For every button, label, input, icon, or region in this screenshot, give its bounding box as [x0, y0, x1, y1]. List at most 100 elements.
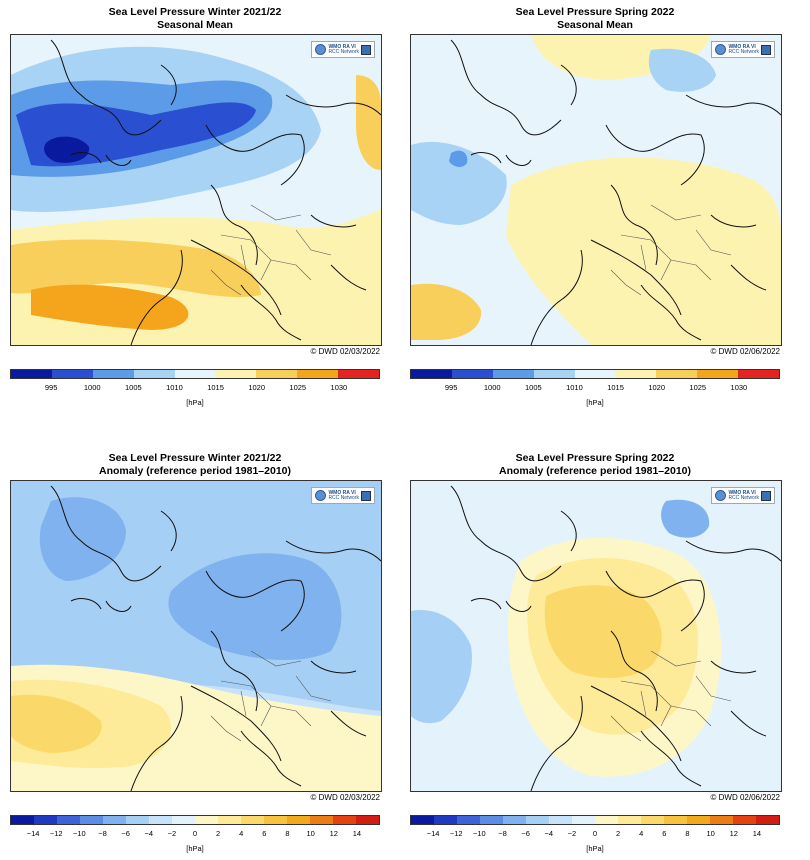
colorbar-swatch [172, 816, 195, 824]
colorbar-swatch [618, 816, 641, 824]
wmo-emblem-icon [715, 490, 727, 501]
colorbar-swatch [756, 816, 779, 824]
colorbar-swatch [533, 370, 575, 378]
colorbar-swatch [549, 816, 572, 824]
colorbar-tick-label: 1030 [730, 383, 748, 392]
colorbar-swatch [11, 816, 34, 824]
country-border [220, 680, 272, 727]
colorbar-tick-label: 1025 [289, 383, 307, 392]
coastline [205, 124, 305, 186]
pressure-contour [449, 150, 468, 167]
coastline [470, 152, 502, 164]
colorbar-swatch [687, 816, 710, 824]
coastline [560, 510, 577, 552]
map-panel-spring-anomaly: Sea Level Pressure Spring 2022 Anomaly (… [400, 452, 782, 853]
colorbar-tick-label: 10 [306, 829, 315, 838]
colorbar-swatch [241, 816, 264, 824]
coastline [730, 264, 767, 291]
colorbar-swatch [738, 370, 780, 378]
colorbar-swatch [338, 370, 380, 378]
coastline [70, 152, 102, 164]
country-border [670, 259, 712, 281]
colorbar-tick-label: −2 [567, 829, 577, 838]
colorbar-tick-label: 2 [216, 829, 221, 838]
colorbar-swatch [80, 816, 103, 824]
coastline [610, 630, 658, 712]
coastline [310, 214, 357, 228]
un-flag-icon [361, 44, 371, 55]
colorbar-tick-label: 1010 [166, 383, 183, 392]
coastline [730, 710, 767, 737]
coastline [210, 630, 258, 712]
colorbar-swatch [297, 370, 339, 378]
colorbar-tick-label: 1010 [566, 383, 583, 392]
colorbar-swatch [92, 370, 134, 378]
colorbar-swatch [57, 816, 80, 824]
coastline [130, 695, 183, 791]
colorbar-tick-label: 1015 [207, 383, 224, 392]
country-border [610, 269, 642, 296]
country-border [620, 680, 672, 727]
colorbar-tick-label: 12 [729, 829, 738, 838]
country-border [695, 675, 732, 702]
colorbar [10, 815, 380, 825]
colorbar-tick-label: 995 [444, 383, 458, 392]
coastline [640, 284, 702, 341]
colorbar-swatch [51, 370, 93, 378]
coastline [505, 154, 532, 166]
colorbar-tick-label: 14 [752, 829, 762, 838]
colorbar-tick-label: 4 [239, 829, 244, 838]
coastline [530, 249, 583, 345]
coastline [640, 730, 702, 787]
colorbar-swatch [133, 370, 175, 378]
coastline [160, 510, 177, 552]
wmo-emblem-icon [315, 490, 327, 501]
coastline [610, 184, 658, 266]
map-area: WMO RA VI RCC Network [10, 34, 382, 346]
colorbar-tick-label: 8 [685, 829, 690, 838]
unit-label: [hPa] [586, 844, 604, 853]
un-flag-icon [761, 490, 771, 501]
coastline [190, 239, 282, 316]
coastline [685, 94, 781, 116]
coastline [205, 570, 305, 632]
colorbar-tick-label: 1020 [248, 383, 265, 392]
map-area: WMO RA VI RCC Network [10, 480, 382, 792]
colorbar-swatch [287, 816, 310, 824]
colorbar-swatch [526, 816, 549, 824]
colorbar-tick-label: −2 [167, 829, 177, 838]
colorbar-tick-label: 0 [592, 829, 598, 838]
country-border [620, 234, 672, 281]
pressure-contour [411, 283, 482, 340]
pressure-contour [44, 136, 90, 163]
coastline [605, 570, 705, 632]
panel-title: Sea Level Pressure Winter 2021/22 Anomal… [98, 452, 291, 477]
colorbar-swatch [356, 816, 379, 824]
colorbar-swatch [411, 370, 452, 378]
colorbar-tick-label: −8 [498, 829, 507, 838]
coastline [285, 540, 381, 562]
country-border [210, 269, 242, 296]
coastline [330, 710, 367, 737]
pressure-contour [11, 239, 261, 298]
colorbar-tick-label: 6 [662, 829, 667, 838]
colorbar-tick-label: 1000 [83, 383, 101, 392]
pressure-contour [506, 157, 781, 345]
wmo-emblem-icon [715, 44, 727, 55]
coastline [685, 540, 781, 562]
map-panel-spring-mean: Sea Level Pressure Spring 2022 Seasonal … [400, 6, 782, 407]
credit-label: © DWD 02/03/2022 [310, 347, 380, 356]
colorbar-ticks: 995 1000 1005 1010 1015 1020 1025 1030 [410, 383, 780, 393]
coastline [450, 39, 562, 136]
colorbar-swatch [664, 816, 687, 824]
colorbar-swatch [310, 816, 333, 824]
panel-title: Sea Level Pressure Spring 2022 Seasonal … [515, 6, 675, 31]
colorbar-tick-label: −12 [49, 829, 63, 838]
coastline [105, 154, 132, 166]
colorbar-ticks: 995 1000 1005 1010 1015 1020 1025 1030 [10, 383, 380, 393]
coastline [210, 184, 258, 266]
pressure-contour [39, 497, 126, 581]
pressure-contour [411, 610, 472, 724]
map-panel-winter-anomaly: Sea Level Pressure Winter 2021/22 Anomal… [0, 452, 382, 853]
map-area: WMO RA VI RCC Network [410, 34, 782, 346]
